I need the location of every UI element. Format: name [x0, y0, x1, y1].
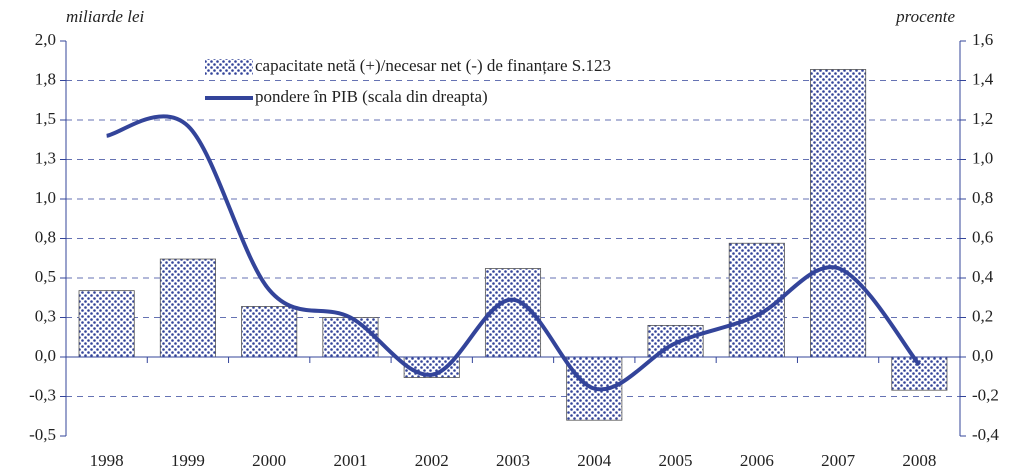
x-tick-label: 2007: [821, 451, 856, 470]
y-tick-label: 1,5: [35, 109, 56, 128]
bar: [810, 69, 867, 358]
y-axis-unit: miliarde lei: [66, 7, 144, 26]
y2-tick-label: -0,2: [972, 385, 999, 404]
x-tick-label: 2000: [252, 451, 286, 470]
legend-swatch: [205, 59, 253, 75]
y2-tick-label: 0,6: [972, 227, 993, 246]
x-tick-label: 2008: [902, 451, 936, 470]
y2-tick-label: 1,6: [972, 30, 993, 49]
bar: [78, 290, 135, 358]
bar: [322, 317, 379, 358]
x-tick-label: 2006: [740, 451, 774, 470]
legend-label: pondere în PIB (scala din dreapta): [255, 87, 488, 106]
legend-label: capacitate netă (+)/necesar net (-) de f…: [255, 56, 611, 75]
y2-tick-label: 1,0: [972, 148, 993, 167]
y2-tick-label: 0,4: [972, 267, 994, 286]
y-tick-label: 1,3: [35, 148, 56, 167]
y-tick-label: 2,0: [35, 30, 56, 49]
x-tick-label: 2002: [415, 451, 449, 470]
x-tick-label: 2005: [659, 451, 693, 470]
y2-tick-label: 0,2: [972, 306, 993, 325]
y-tick-label: -0,5: [29, 425, 56, 444]
y2-tick-label: 1,2: [972, 109, 993, 128]
bar: [241, 306, 298, 358]
x-tick-label: 1998: [90, 451, 124, 470]
y2-tick-label: 0,0: [972, 346, 993, 365]
x-tick-label: 2001: [333, 451, 367, 470]
y-tick-label: 0,0: [35, 346, 56, 365]
line: [106, 114, 921, 392]
y2-tick-label: -0,4: [972, 425, 999, 444]
y-tick-label: -0,3: [29, 385, 56, 404]
x-tick-label: 2004: [577, 451, 612, 470]
y-tick-label: 1,8: [35, 69, 56, 88]
x-tick-label: 1999: [171, 451, 205, 470]
y2-axis-unit: procente: [895, 7, 955, 26]
y2-tick-label: 1,4: [972, 69, 994, 88]
y-tick-label: 0,5: [35, 267, 56, 286]
y-tick-label: 0,3: [35, 306, 56, 325]
y2-tick-label: 0,8: [972, 188, 993, 207]
y-tick-label: 1,0: [35, 188, 56, 207]
y-tick-label: 0,8: [35, 227, 56, 246]
bar: [159, 258, 216, 358]
x-tick-label: 2003: [496, 451, 530, 470]
